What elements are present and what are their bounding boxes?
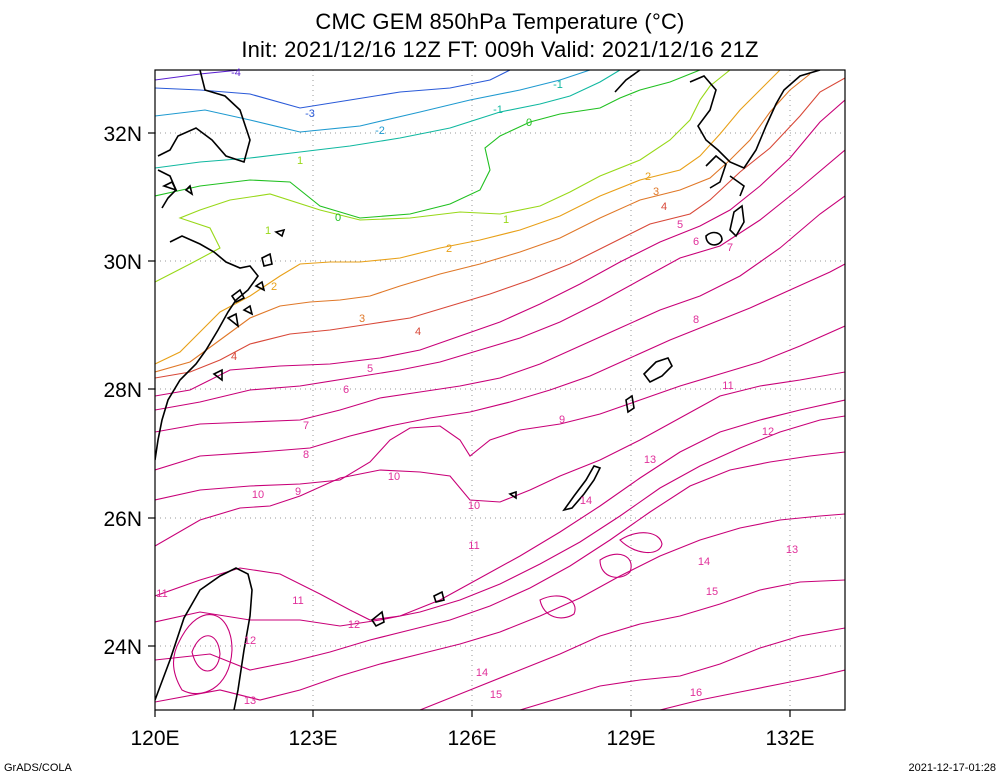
china-coastline bbox=[155, 70, 260, 461]
lat-label-26n: 26N bbox=[103, 508, 142, 531]
contour-label: 11 bbox=[468, 540, 479, 552]
isotherm-4 bbox=[155, 77, 845, 379]
ishigaki-island bbox=[370, 610, 385, 628]
jeju-fragment bbox=[274, 228, 286, 238]
miyako-island bbox=[433, 590, 445, 603]
contour-label: 15 bbox=[490, 689, 502, 701]
taiwan-coastline bbox=[155, 567, 253, 710]
contour-label: 16 bbox=[690, 687, 702, 699]
contour-label: 2 bbox=[645, 171, 651, 183]
zhoushan-islands bbox=[212, 252, 273, 382]
kyushu-coastline bbox=[614, 70, 821, 169]
lat-label-30n: 30N bbox=[103, 251, 142, 274]
isotherm-minus4 bbox=[155, 70, 241, 81]
contour-label: 10 bbox=[388, 471, 400, 483]
contour-label: 6 bbox=[343, 384, 349, 396]
contour-label: 11 bbox=[722, 380, 733, 392]
isotherm-2 bbox=[155, 70, 781, 365]
contour-label: 12 bbox=[348, 619, 360, 631]
lat-label-24n: 24N bbox=[103, 636, 142, 659]
contour-label: 2 bbox=[446, 243, 452, 255]
isotherm-3 bbox=[155, 73, 811, 373]
yakushima-island bbox=[705, 231, 723, 246]
contour-label: 10 bbox=[468, 500, 480, 512]
tick-marks bbox=[148, 132, 791, 717]
contour-label: 3 bbox=[653, 186, 659, 198]
contour-label: 1 bbox=[297, 155, 303, 167]
amami-island bbox=[642, 357, 673, 384]
map-frame bbox=[154, 69, 846, 711]
lat-label-32n: 32N bbox=[103, 123, 142, 146]
contour-label: -1 bbox=[553, 79, 563, 91]
contour-label: -2 bbox=[375, 125, 385, 137]
contour-label: 2 bbox=[271, 281, 277, 293]
contour-labels: -4-3-2-1-1001112223344455667788991010101… bbox=[156, 67, 798, 707]
lon-label-123e: 123E bbox=[288, 727, 337, 750]
footer-timestamp: 2021-12-17-01:28 bbox=[908, 762, 996, 774]
contour-label: 10 bbox=[252, 489, 264, 501]
contour-label: 8 bbox=[303, 449, 309, 461]
contour-label: -1 bbox=[493, 104, 503, 116]
contour-label: 14 bbox=[476, 667, 488, 679]
isotherm-minus1 bbox=[155, 70, 621, 169]
contour-label: 4 bbox=[231, 351, 237, 363]
contour-label: 0 bbox=[526, 117, 532, 129]
lon-label-132e: 132E bbox=[765, 727, 814, 750]
footer-software: GrADS/COLA bbox=[4, 762, 72, 774]
lat-label-28n: 28N bbox=[103, 379, 142, 402]
coastlines bbox=[155, 70, 821, 710]
tanegashima-island bbox=[729, 204, 745, 238]
isotherm-1 bbox=[155, 70, 731, 283]
lon-label-120e: 120E bbox=[130, 727, 179, 750]
warm-isotherms bbox=[155, 99, 845, 710]
contour-label: 1 bbox=[265, 225, 271, 237]
isotherm-minus3 bbox=[155, 70, 511, 109]
contour-label: 12 bbox=[244, 635, 256, 647]
contour-label: 4 bbox=[661, 201, 667, 213]
isotherm-0 bbox=[155, 70, 701, 219]
contour-label: 13 bbox=[786, 544, 798, 556]
contour-label: 3 bbox=[359, 313, 365, 325]
map-title: CMC GEM 850hPa Temperature (°C) bbox=[315, 9, 685, 34]
contour-label: 7 bbox=[303, 420, 309, 432]
contour-label: 11 bbox=[156, 588, 167, 600]
lon-label-129e: 129E bbox=[606, 727, 655, 750]
map-subtitle: Init: 2021/12/16 12Z FT: 009h Valid: 202… bbox=[241, 37, 759, 62]
contour-label: -3 bbox=[305, 108, 315, 120]
contour-label: 15 bbox=[706, 586, 718, 598]
contour-label: 5 bbox=[677, 219, 683, 231]
contour-label: 7 bbox=[727, 242, 733, 254]
contour-label: 6 bbox=[693, 236, 699, 248]
contour-label: 5 bbox=[367, 363, 373, 375]
contour-label: 9 bbox=[559, 414, 565, 426]
cheju-islets bbox=[161, 180, 194, 196]
tokunoshima-island bbox=[625, 394, 635, 414]
contour-label: 1 bbox=[503, 214, 509, 226]
kerama-island bbox=[508, 490, 517, 500]
contour-label: 14 bbox=[698, 556, 710, 568]
contour-label: 0 bbox=[335, 212, 341, 224]
contour-label: 14 bbox=[580, 495, 592, 507]
contour-label: 12 bbox=[762, 426, 774, 438]
contour-label: 8 bbox=[693, 314, 699, 326]
contour-label: -4 bbox=[231, 67, 241, 79]
contour-label: 13 bbox=[244, 695, 256, 707]
kyushu-south-coastline bbox=[705, 154, 745, 197]
contour-label: 13 bbox=[644, 454, 656, 466]
isotherm-minus2 bbox=[155, 70, 591, 133]
contour-label: 9 bbox=[295, 486, 301, 498]
lon-label-126e: 126E bbox=[447, 727, 496, 750]
okinawa-island bbox=[562, 465, 602, 512]
contour-label: 11 bbox=[292, 595, 303, 607]
contour-label: 4 bbox=[415, 326, 421, 338]
graticule bbox=[155, 70, 845, 710]
